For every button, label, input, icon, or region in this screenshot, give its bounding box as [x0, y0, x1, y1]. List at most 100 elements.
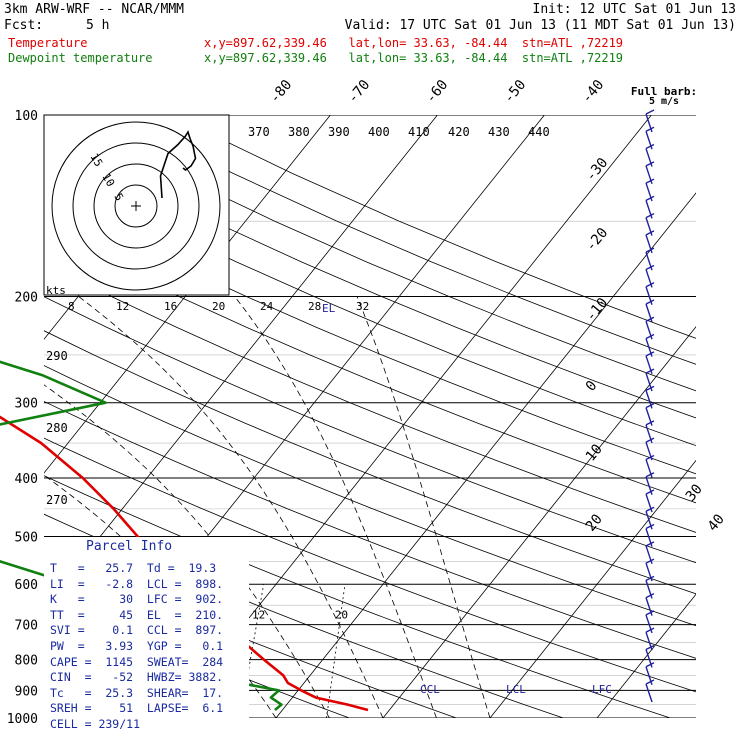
- isotherm-right-label: 40: [705, 511, 728, 534]
- theta-left-label: 290: [46, 349, 68, 363]
- isotherm-line: [275, 192, 696, 718]
- parcel-info-row: T = 25.7 Td = 19.3: [50, 561, 217, 575]
- isotherm-top-label: -70: [345, 77, 374, 107]
- theta-left-label: 280: [46, 421, 68, 435]
- pressure-tick-label: 800: [15, 654, 38, 669]
- hodograph-speed-label: 16: [164, 300, 177, 313]
- dry-adiabat-line: [44, 166, 696, 447]
- dry-adiabat-line: [44, 262, 696, 533]
- theta-label: 440: [528, 125, 550, 139]
- isotherm-right-label: -30: [583, 155, 612, 185]
- parcel-info-row: PW = 3.93 YGP = 0.1: [50, 638, 224, 653]
- isotherm-right-label: -10: [583, 295, 612, 325]
- mixing-ratio-line: [0, 584, 9, 718]
- model-title: 3km ARW-WRF -- NCAR/MMM: [4, 2, 185, 17]
- pressure-tick-label: 200: [15, 291, 38, 306]
- lcl-label: LFC: [592, 683, 612, 696]
- init-time: Init: 12 UTC Sat 01 Jun 13: [532, 2, 737, 17]
- dry-adiabat-line: [44, 229, 696, 504]
- dry-adiabat-line: [44, 197, 696, 475]
- hodograph-ring: [51, 121, 221, 291]
- isotherm-right-label: 20: [583, 511, 606, 534]
- theta-label: 430: [488, 125, 510, 139]
- isotherm-line: [44, 115, 331, 474]
- dry-adiabat-line: [44, 437, 696, 693]
- hodograph-speed-label: 8: [68, 300, 75, 313]
- theta-label: 410: [408, 125, 430, 139]
- dry-adiabat-line: [44, 365, 696, 627]
- moist-adiabat-line: [234, 296, 437, 718]
- parcel-info-row: TT = 45 EL = 210.: [50, 607, 224, 622]
- theta-label: 390: [328, 125, 350, 139]
- pressure-tick-label: 700: [15, 619, 38, 634]
- hodograph-ring: [114, 184, 158, 228]
- pressure-tick-label: 400: [15, 472, 38, 487]
- parcel-info-box: Parcel Info T = 25.7 Td = 19.3 LI = -2.8 …: [44, 537, 249, 731]
- dry-adiabat-line: [44, 401, 696, 659]
- isotherm-right-label: -20: [583, 225, 612, 255]
- valid-time: Valid: 17 UTC Sat 01 Jun 13 (11 MDT Sat …: [344, 18, 736, 33]
- hodograph-speed-label: 20: [212, 300, 225, 313]
- isotherm-top-label: -50: [501, 77, 530, 107]
- parcel-info-row: CELL = 239/11: [50, 716, 141, 731]
- isotherm-line: [704, 115, 740, 718]
- isotherm-line: [489, 459, 696, 718]
- hodograph-ring-label: 10: [99, 171, 117, 189]
- hodograph-ring-label: 15: [87, 151, 105, 169]
- parcel-info-row: Tc = 25.3 SHEAR= 17.: [50, 685, 224, 700]
- hodograph-units-label: kts: [46, 284, 66, 297]
- dry-adiabat-line: [115, 115, 696, 365]
- pressure-tick-label: 900: [15, 684, 38, 699]
- mixing-ratio-label: 12: [252, 609, 265, 622]
- parcel-info-row: CAPE = 1145 SWEAT= 284: [50, 654, 224, 669]
- hodograph-trace: [159, 130, 197, 199]
- moist-adiabat-line: [78, 296, 384, 718]
- parcel-info-row: SVI = 0.1 CCL = 897.: [50, 623, 224, 638]
- el-marker: EL: [322, 302, 336, 315]
- dry-adiabat-line: [60, 115, 696, 392]
- isotherm-line: [44, 115, 438, 608]
- theta-label: 400: [368, 125, 390, 139]
- parcel-info-rows: T = 25.7 Td = 19.3 LI = -2.8 LCL = 898. K …: [50, 561, 223, 733]
- theta-left-label: 270: [46, 493, 68, 507]
- moist-adiabat-line: [44, 384, 330, 718]
- temperature-profile: [0, 415, 369, 712]
- pressure-tick-label: 500: [15, 530, 38, 545]
- dry-adiabat-line: [44, 135, 696, 419]
- pressure-tick-label: 600: [15, 578, 38, 593]
- legend-temperature-label: Temperature: [8, 36, 88, 50]
- isotherm-right-label: 30: [683, 481, 706, 504]
- hodograph-speed-label: 12: [116, 300, 129, 313]
- fcst-label: Fcst:: [4, 18, 44, 33]
- lcl-label: LCL: [506, 683, 526, 696]
- parcel-info-title: Parcel Info: [86, 539, 173, 554]
- isotherm-right-label: 10: [583, 441, 606, 464]
- isotherm-line: [382, 326, 696, 718]
- dry-adiabat-line: [44, 330, 696, 595]
- full-barb-label: Full barb:: [631, 85, 697, 98]
- dry-adiabat-line: [44, 296, 696, 564]
- hodograph-speed-label: 24: [260, 300, 274, 313]
- isotherm-line: [596, 593, 696, 718]
- fcst-value: 5 h: [86, 18, 110, 33]
- theta-label: 380: [288, 125, 310, 139]
- mixing-ratio-label: 20: [335, 609, 348, 622]
- pressure-tick-label: 100: [15, 109, 38, 124]
- parcel-info-row: LI = -2.8 LCL = 898.: [50, 576, 224, 591]
- isotherm-line: [168, 115, 652, 718]
- hodograph-speed-label: 28: [308, 300, 321, 313]
- moist-adiabat-line: [356, 296, 491, 718]
- parcel-info-row: SREH = 51 LAPSE= 6.1: [50, 701, 224, 716]
- isotherm-top-label: -40: [579, 77, 608, 107]
- legend-temperature-info: x,y=897.62,339.46 lat,lon= 33.63, -84.44…: [204, 36, 624, 50]
- theta-label: 420: [448, 125, 470, 139]
- parcel-info-row: K = 30 LFC = 902.: [50, 592, 224, 607]
- full-barb-value: 5 m/s: [649, 96, 679, 107]
- isotherm-top-label: -80: [267, 77, 296, 107]
- wind-barb: [645, 679, 655, 703]
- theta-label: 370: [248, 125, 270, 139]
- pressure-tick-label: 300: [15, 397, 38, 412]
- hodograph-ring: [72, 142, 200, 270]
